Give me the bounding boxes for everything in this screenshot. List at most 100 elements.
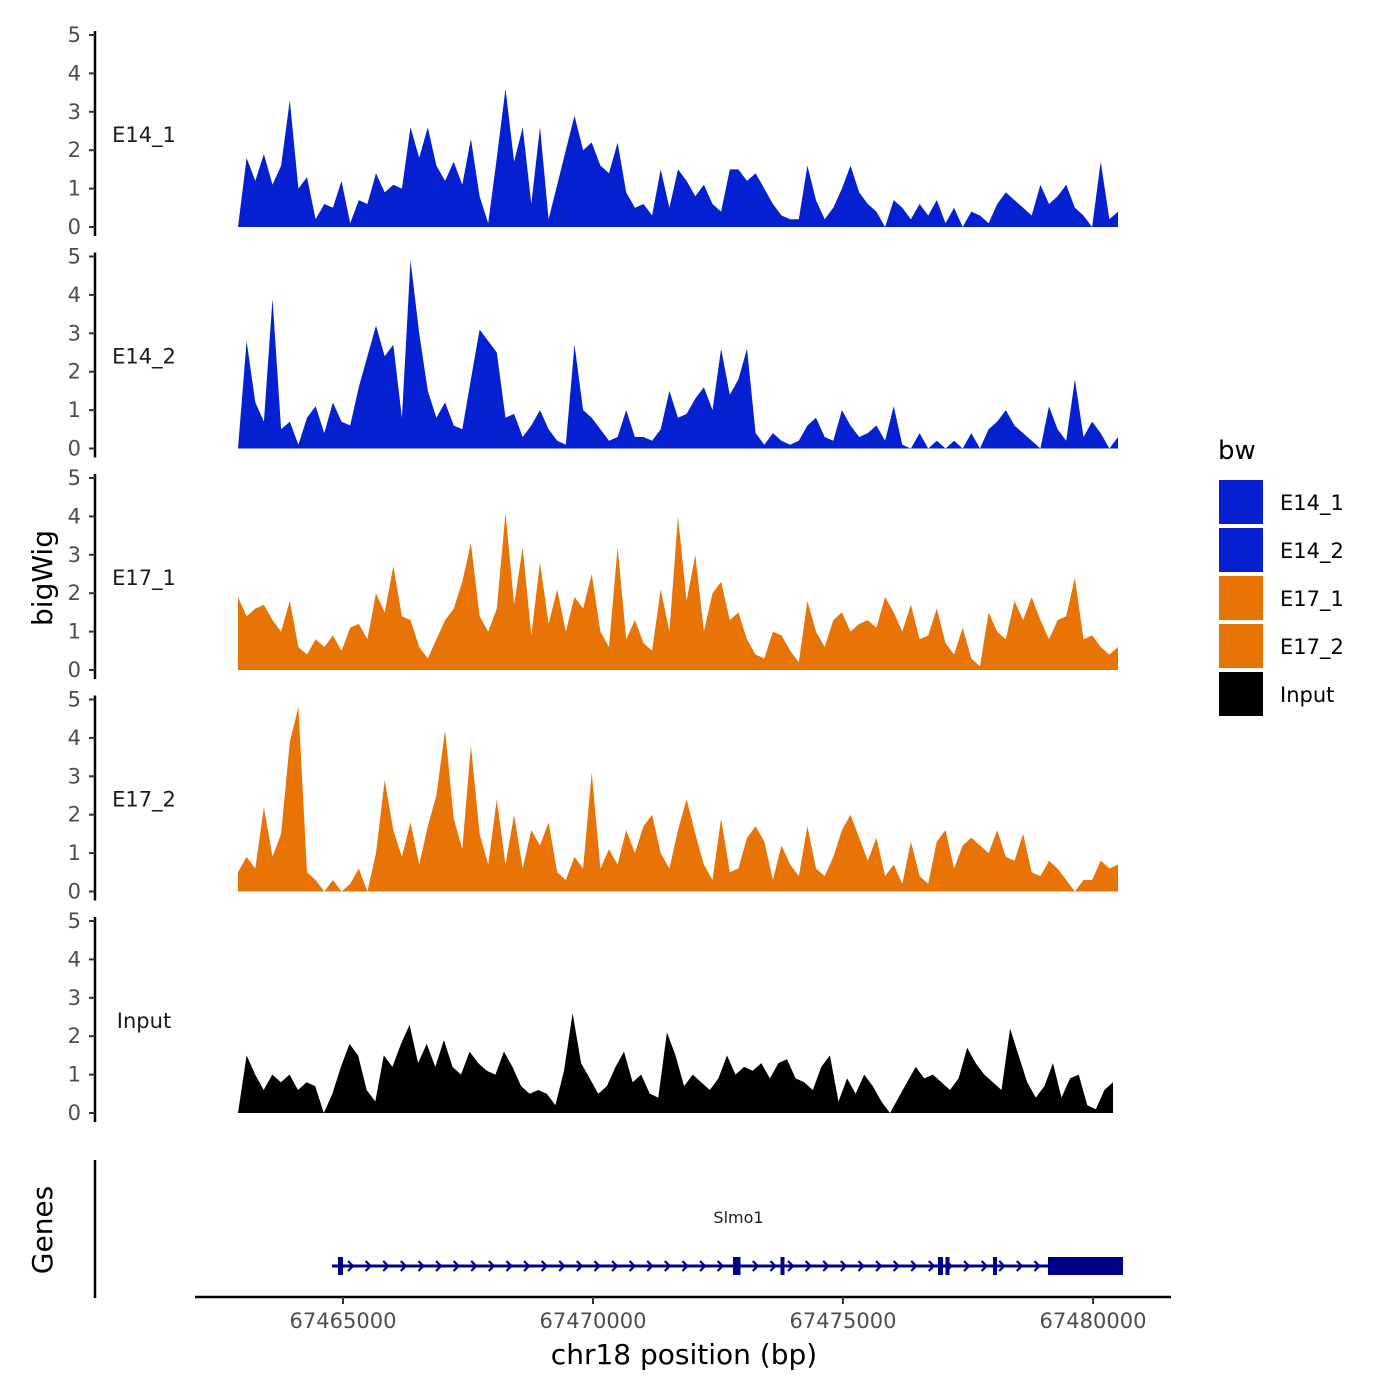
legend-swatch [1219, 576, 1263, 620]
y-tick-label: 0 [68, 1101, 81, 1125]
strand-arrow [804, 1260, 813, 1272]
legend-swatch [1219, 480, 1263, 524]
gene-exon [733, 1257, 741, 1275]
strand-arrow [540, 1260, 549, 1272]
strand-arrow [488, 1260, 496, 1272]
y-tick-label: 2 [68, 803, 81, 827]
y-tick-label: 2 [68, 360, 81, 384]
strand-arrow [681, 1260, 689, 1272]
y-tick-label: 5 [68, 466, 81, 490]
strand-arrow [417, 1260, 425, 1272]
strand-arrow [646, 1260, 654, 1272]
y-tick-label: 5 [68, 23, 81, 47]
x-tick-label: 67475000 [790, 1309, 897, 1333]
strand-arrow [892, 1260, 901, 1272]
coverage-area-E17_2 [238, 707, 1118, 892]
legend-label: E14_2 [1280, 539, 1344, 564]
legend-title: bw [1218, 436, 1256, 466]
y-tick-label: 2 [68, 581, 81, 605]
track-label-Input: Input [117, 1009, 171, 1033]
y-tick-label: 5 [68, 688, 81, 712]
x-axis: 67465000 67470000 67475000 67480000 [195, 1295, 1171, 1333]
y-tick-label: 5 [68, 909, 81, 933]
strand-arrow [875, 1260, 883, 1272]
legend-entry-Input: Input [1219, 672, 1334, 716]
track-E17_2: 0 1 2 3 4 5 E17_2 [68, 688, 1118, 904]
y-tick-label: 3 [68, 321, 81, 345]
y-tick-label: 0 [68, 437, 81, 461]
x-tick-label: 67470000 [540, 1309, 647, 1333]
y-tick-label: 1 [68, 620, 81, 644]
strand-arrow [435, 1260, 443, 1272]
y-tick-label: 1 [68, 177, 81, 201]
track-label-E17_2: E17_2 [112, 788, 176, 813]
gene-Slmo1: Slmo1 [332, 1208, 1123, 1275]
strand-arrow [928, 1260, 936, 1272]
track-Input: 0 1 2 3 4 5 Input [68, 909, 1113, 1125]
x-tick-label: 67465000 [290, 1309, 397, 1333]
strand-arrow [576, 1260, 584, 1272]
y-tick-label: 0 [68, 880, 81, 904]
strand-arrow [910, 1260, 918, 1272]
track-label-E14_1: E14_1 [112, 123, 176, 148]
strand-arrow [347, 1260, 355, 1272]
y-tick-label: 2 [68, 138, 81, 162]
legend-label: Input [1280, 683, 1334, 707]
genes-axis-title: Genes [26, 1186, 59, 1274]
legend-label: E17_1 [1280, 587, 1344, 612]
strand-arrow [593, 1260, 601, 1272]
coverage-area-Input [238, 1013, 1113, 1113]
x-tick-label: 67480000 [1040, 1309, 1147, 1333]
strand-arrow [505, 1260, 513, 1272]
y-tick-label: 4 [68, 726, 81, 750]
y-tick-label: 5 [68, 245, 81, 269]
strand-arrow [558, 1260, 566, 1272]
legend-entry-E17_2: E17_2 [1219, 624, 1344, 668]
strand-arrow [787, 1260, 795, 1272]
coverage-area-E17_1 [238, 512, 1118, 670]
strand-arrow [822, 1260, 830, 1272]
strand-arrow [752, 1260, 760, 1272]
coverage-area-E14_1 [238, 88, 1118, 227]
strand-arrow [998, 1260, 1006, 1272]
y-tick-label: 1 [68, 841, 81, 865]
y-tick-label: 3 [68, 100, 81, 124]
gene-exon [993, 1257, 997, 1275]
x-axis-title: chr18 position (bp) [551, 1338, 817, 1371]
coverage-area-E14_2 [238, 260, 1118, 449]
legend-swatch [1219, 528, 1263, 572]
strand-arrow [611, 1260, 619, 1272]
strand-arrow [382, 1260, 390, 1272]
gene-exon [945, 1257, 950, 1275]
gene-exon [338, 1257, 343, 1275]
y-tick-label: 2 [68, 1024, 81, 1048]
strand-arrow [716, 1260, 725, 1272]
strand-arrow [364, 1260, 373, 1272]
gene-exon [938, 1257, 943, 1275]
strand-arrow [523, 1260, 531, 1272]
strand-arrow [980, 1260, 989, 1272]
y-tick-label: 3 [68, 986, 81, 1010]
strand-arrow [470, 1260, 478, 1272]
gene-track: Slmo1 [93, 1160, 1123, 1298]
strand-arrow [664, 1260, 672, 1272]
legend-entry-E17_1: E17_1 [1219, 576, 1344, 620]
strand-arrow [963, 1260, 971, 1272]
legend-label: E17_2 [1280, 635, 1344, 660]
strand-arrow [857, 1260, 865, 1272]
track-E14_1: 0 1 2 3 4 5 E14_1 [68, 23, 1118, 239]
gene-exon [780, 1257, 785, 1275]
y-tick-label: 4 [68, 61, 81, 85]
strand-arrow [452, 1260, 461, 1272]
gene-label: Slmo1 [713, 1208, 763, 1227]
gene-exon [1048, 1257, 1123, 1275]
track-E17_1: 0 1 2 3 4 5 E17_1 [68, 466, 1118, 682]
track-label-E14_2: E14_2 [112, 345, 176, 370]
y-axis-title: bigWig [26, 530, 59, 626]
legend-swatch [1219, 624, 1263, 668]
strand-arrow [628, 1260, 637, 1272]
y-tick-label: 1 [68, 1063, 81, 1087]
y-tick-label: 0 [68, 215, 81, 239]
y-tick-label: 3 [68, 764, 81, 788]
